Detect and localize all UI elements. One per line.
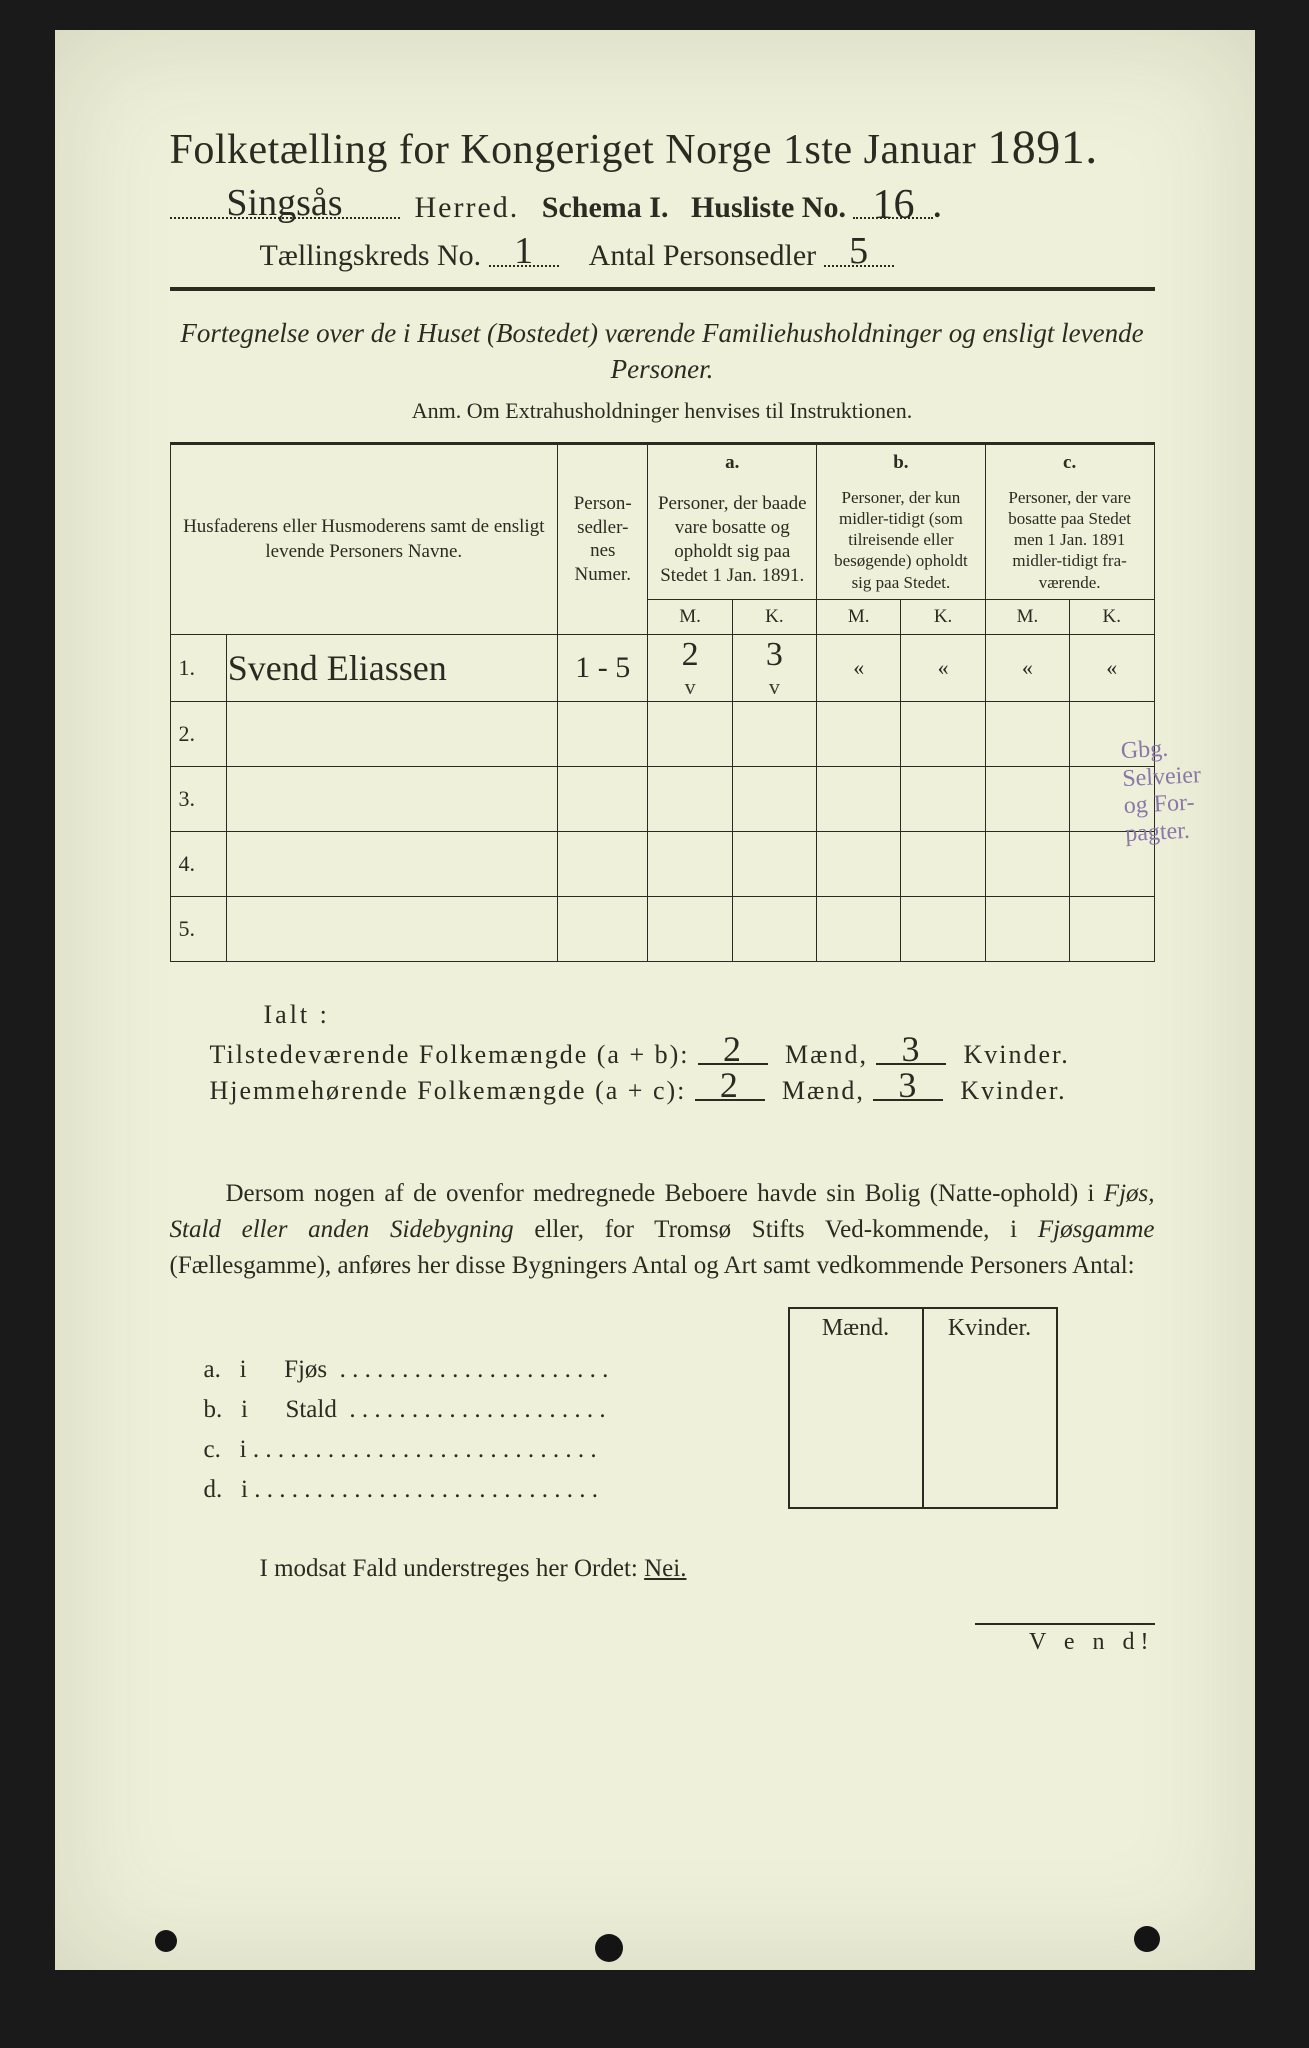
antal-label: Antal Personsedler: [589, 239, 816, 272]
table-row: 1. Svend Eliassen 1 - 5 2 v 3 v « « «: [170, 634, 1154, 701]
dwelling-maend: Mænd.: [789, 1308, 923, 1348]
rule-1: [170, 287, 1155, 291]
dwelling-row: b. i Stald . . . . . . . . . . . . . . .…: [200, 1388, 1057, 1428]
vend-label: V e n d!: [975, 1623, 1155, 1656]
col-numer: Person- sedler- nes Numer.: [558, 444, 648, 634]
census-form-sheet: Folketælling for Kongeriget Norge 1ste J…: [55, 30, 1255, 1970]
col-b-top: b.: [817, 444, 986, 480]
col-c-k: K.: [1070, 599, 1154, 634]
col-c: Personer, der vare bosatte paa Stedet me…: [985, 481, 1154, 600]
household-table: Husfaderens eller Husmoderens samt de en…: [170, 444, 1155, 962]
row-num: 4.: [170, 831, 226, 896]
table-row: 2.: [170, 701, 1154, 766]
table-row: 5.: [170, 896, 1154, 961]
ialt-label: Ialt :: [264, 1000, 1155, 1030]
subtitle: Fortegnelse over de i Huset (Bostedet) v…: [170, 315, 1155, 388]
row-num: 5.: [170, 896, 226, 961]
husliste-label: Husliste No.: [691, 191, 846, 224]
col-a: Personer, der baade vare bosatte og opho…: [648, 481, 817, 600]
col-a-k: K.: [732, 599, 816, 634]
col-b-m: M.: [817, 599, 901, 634]
row-name: Svend Eliassen: [226, 634, 557, 701]
row-num: 2.: [170, 701, 226, 766]
husliste-dot: .: [933, 191, 941, 224]
kreds-label: Tællingskreds No.: [260, 239, 482, 272]
row-b-k: «: [901, 634, 985, 701]
dwelling-table: Mænd. Kvinder. a. i Fjøs . . . . . . . .…: [200, 1307, 1058, 1509]
punch-hole: [595, 1934, 623, 1962]
col-b: Personer, der kun midler-tidigt (som til…: [817, 481, 986, 600]
punch-hole: [155, 1930, 177, 1952]
row-a-m: 2 v: [648, 634, 732, 701]
header-line-3: Tællingskreds No. 1 Antal Personsedler 5: [260, 239, 1155, 273]
row-num: 1.: [170, 634, 226, 701]
anm-note: Anm. Om Extrahusholdninger henvises til …: [170, 398, 1155, 424]
l2-m: 2: [695, 1064, 765, 1106]
title-text: Folketælling for Kongeriget Norge 1ste J…: [170, 127, 977, 173]
nei-line: I modsat Fald understreges her Ordet: Ne…: [260, 1555, 1155, 1583]
totals-line-1: Tilstedeværende Folkemængde (a + b): 2 M…: [210, 1040, 1155, 1070]
page-title: Folketælling for Kongeriget Norge 1ste J…: [170, 120, 1155, 175]
herred-value: Singsås: [170, 181, 400, 225]
row-num: 3.: [170, 766, 226, 831]
dwelling-row: a. i Fjøs . . . . . . . . . . . . . . . …: [200, 1348, 1057, 1388]
col-c-m: M.: [985, 599, 1069, 634]
col-names: Husfaderens eller Husmoderens samt de en…: [170, 444, 558, 634]
row-numer: 1 - 5: [558, 634, 648, 701]
col-a-top: a.: [648, 444, 817, 480]
dwelling-row: d. i . . . . . . . . . . . . . . . . . .…: [200, 1468, 1057, 1508]
dwelling-row: c. i . . . . . . . . . . . . . . . . . .…: [200, 1428, 1057, 1468]
kreds-value: 1: [489, 229, 559, 273]
schema-label: Schema I.: [542, 191, 669, 224]
row-b-m: «: [817, 634, 901, 701]
totals-line-2: Hjemmehørende Folkemængde (a + c): 2 Mæn…: [210, 1076, 1155, 1106]
dwelling-kvinder: Kvinder.: [923, 1308, 1057, 1348]
table-row: 4.: [170, 831, 1154, 896]
row-c-m: «: [985, 634, 1069, 701]
antal-value: 5: [824, 229, 894, 273]
col-a-m: M.: [648, 599, 732, 634]
herred-label: Herred.: [415, 191, 520, 224]
nei-word: Nei.: [644, 1555, 686, 1582]
husliste-value: 16: [853, 181, 933, 229]
dwelling-paragraph: Dersom nogen af de ovenfor medregnede Be…: [170, 1176, 1155, 1285]
title-year: 1891.: [987, 121, 1098, 174]
row-c-k: «: [1070, 634, 1154, 701]
col-c-top: c.: [985, 444, 1154, 480]
punch-hole: [1134, 1926, 1160, 1952]
row-a-k: 3 v: [732, 634, 816, 701]
col-b-k: K.: [901, 599, 985, 634]
l2-k: 3: [873, 1064, 943, 1106]
margin-annotation: Gbg. Selveier og For- pagter.: [1120, 732, 1246, 849]
household-table-body: 1. Svend Eliassen 1 - 5 2 v 3 v « « «: [170, 634, 1154, 961]
header-line-2: Singsås Herred. Schema I. Husliste No. 1…: [170, 191, 1155, 225]
table-row: 3.: [170, 766, 1154, 831]
